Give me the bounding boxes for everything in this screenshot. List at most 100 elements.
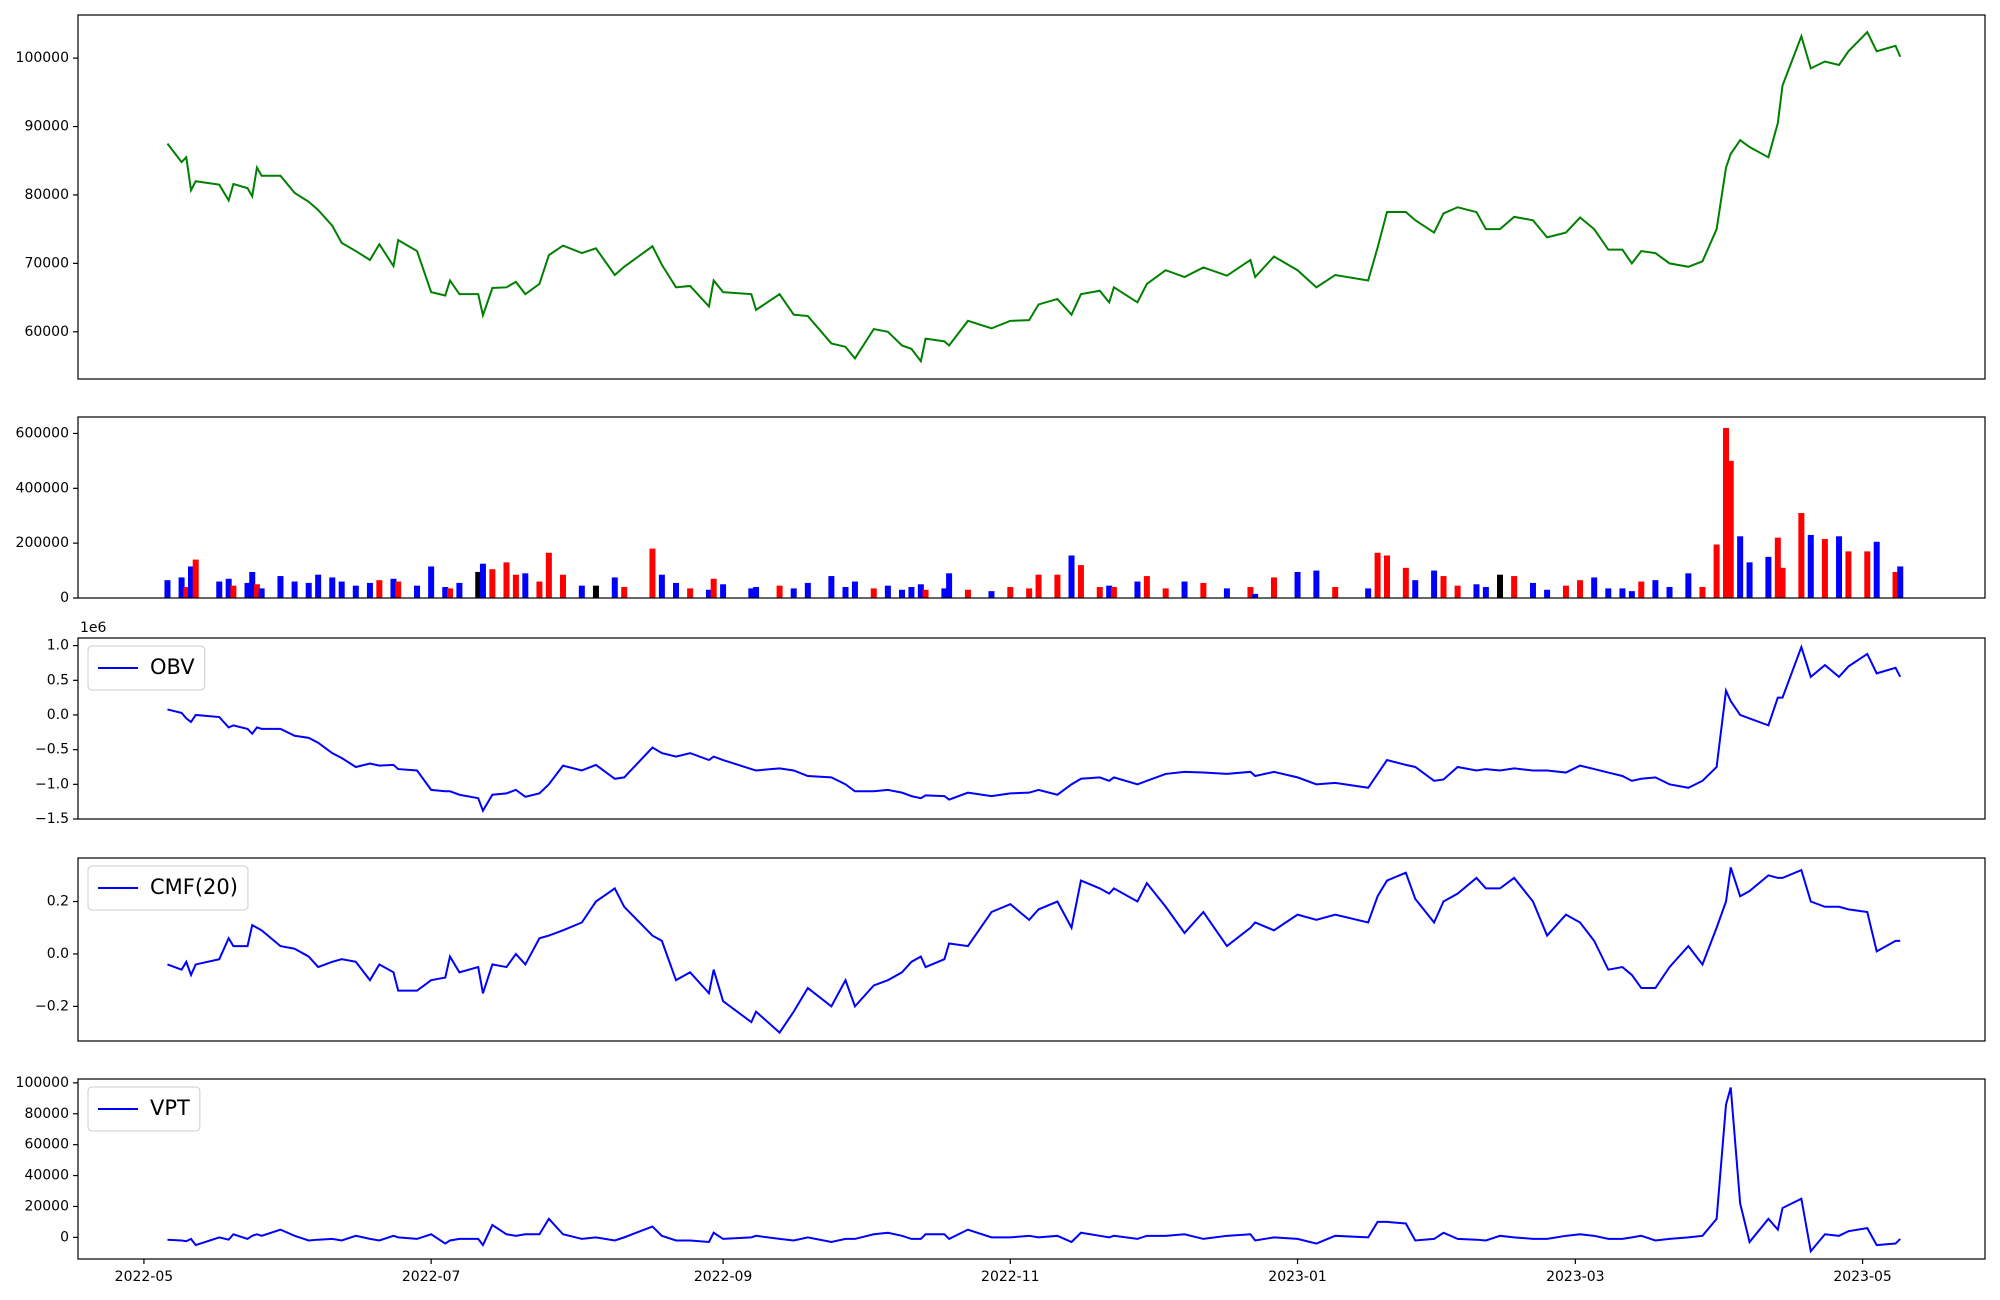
volume-bar xyxy=(1077,565,1084,598)
volume-bar xyxy=(475,571,482,598)
y-tick-label: 100000 xyxy=(16,1075,69,1091)
panel: −1.5 −1.0 −0.5 0.0 0.5 1.0 1e6 OBV xyxy=(35,620,1986,827)
volume-bar xyxy=(1035,574,1042,598)
volume-bar xyxy=(1473,584,1480,598)
panel: 0 200000 400000 600000 xyxy=(16,416,1986,606)
volume-bar xyxy=(1619,588,1626,598)
volume-bar xyxy=(1440,576,1447,598)
volume-bar xyxy=(1162,588,1169,598)
volume-bar xyxy=(705,589,712,598)
volume-bar xyxy=(503,562,510,598)
volume-bar xyxy=(1511,576,1518,598)
volume-bar xyxy=(1699,587,1706,598)
volume-bar xyxy=(178,577,185,598)
volume-bar xyxy=(1727,460,1734,598)
volume-bar xyxy=(230,585,237,598)
volume-bar xyxy=(1685,573,1692,598)
volume-bar xyxy=(1110,587,1117,598)
volume-bar xyxy=(522,573,529,598)
volume-bar xyxy=(376,580,383,598)
volume-bar xyxy=(1332,587,1339,598)
volume-bar xyxy=(1765,556,1772,598)
y-tick-label: 0 xyxy=(60,1229,69,1245)
y-tick-label: 0.0 xyxy=(47,707,69,723)
volume-bar xyxy=(621,587,628,598)
data-line xyxy=(167,1087,1901,1254)
volume-bar xyxy=(1892,571,1899,598)
volume-bar xyxy=(578,585,585,598)
legend-box xyxy=(87,1086,201,1132)
volume-bar xyxy=(1774,537,1781,598)
data-line xyxy=(167,643,1902,813)
legend-label: VPT xyxy=(150,1096,190,1120)
plot-area xyxy=(167,643,1902,813)
volume-bar xyxy=(1544,589,1551,598)
x-tick-label: 2023-05 xyxy=(1833,1269,1892,1285)
volume-bar xyxy=(244,582,251,598)
volume-bar xyxy=(1638,581,1645,598)
y-tick-label: −1.5 xyxy=(35,811,69,827)
x-tick-label: 2023-01 xyxy=(1268,1269,1327,1285)
y-tick-label: 0.2 xyxy=(47,894,69,910)
volume-bar xyxy=(1562,585,1569,598)
x-tick-label: 2023-03 xyxy=(1546,1269,1605,1285)
volume-bar xyxy=(1200,582,1207,598)
volume-bar xyxy=(1652,580,1659,598)
volume-bar xyxy=(988,591,995,598)
volume-bar xyxy=(1096,587,1103,598)
volume-bar xyxy=(1713,544,1720,598)
volume-bar xyxy=(1134,581,1141,598)
volume-bar xyxy=(390,578,397,598)
volume-bar xyxy=(225,578,232,598)
volume-bar xyxy=(277,576,284,598)
axes-frame xyxy=(77,1078,1986,1260)
volume-bar xyxy=(1431,570,1438,598)
volume-bar xyxy=(1365,588,1372,598)
volume-bar xyxy=(559,574,566,598)
volume-bar xyxy=(1454,585,1461,598)
data-line xyxy=(166,30,1902,364)
x-tick-label: 2022-05 xyxy=(115,1269,174,1285)
volume-bar xyxy=(1294,571,1301,598)
x-tick-label: 2022-07 xyxy=(402,1269,461,1285)
volume-bar xyxy=(1007,587,1014,598)
volume-bar xyxy=(479,563,486,598)
volume-bar xyxy=(1068,555,1075,598)
volume-bar xyxy=(790,588,797,598)
y-tick-label: 70000 xyxy=(24,255,69,271)
volume-bar xyxy=(1143,576,1150,598)
volume-bar xyxy=(1181,581,1188,598)
volume-bar xyxy=(941,588,948,598)
y-tick-label: −0.2 xyxy=(35,998,69,1014)
volume-bar xyxy=(1497,574,1504,598)
volume-bar xyxy=(338,581,345,598)
legend-label: CMF(20) xyxy=(150,875,238,899)
y-tick-label: 0 xyxy=(60,590,69,606)
volume-bar xyxy=(1864,551,1871,598)
axes-frame xyxy=(77,416,1986,599)
volume-bar xyxy=(1591,577,1598,598)
legend-box xyxy=(87,645,206,691)
volume-bar xyxy=(512,574,519,598)
axes-frame xyxy=(77,857,1986,1042)
volume-bar xyxy=(395,581,402,598)
plot-area xyxy=(166,30,1902,364)
volume-bar xyxy=(804,582,811,598)
volume-bar xyxy=(1577,580,1584,598)
volume-bar xyxy=(1482,587,1489,598)
y-tick-label: −0.5 xyxy=(35,742,69,758)
volume-bar xyxy=(352,585,359,598)
volume-bar xyxy=(753,587,760,598)
volume-bar xyxy=(1054,574,1061,598)
y-tick-label: 40000 xyxy=(24,1168,69,1184)
volume-bar xyxy=(1313,570,1320,598)
volume-bar xyxy=(1779,567,1786,598)
volume-bar xyxy=(1106,585,1113,598)
volume-bar xyxy=(188,566,195,598)
volume-bar xyxy=(305,582,312,598)
volume-bar xyxy=(946,573,953,598)
volume-bar xyxy=(1384,555,1391,598)
volume-bar xyxy=(687,588,694,598)
y-tick-label: 0.0 xyxy=(47,946,69,962)
